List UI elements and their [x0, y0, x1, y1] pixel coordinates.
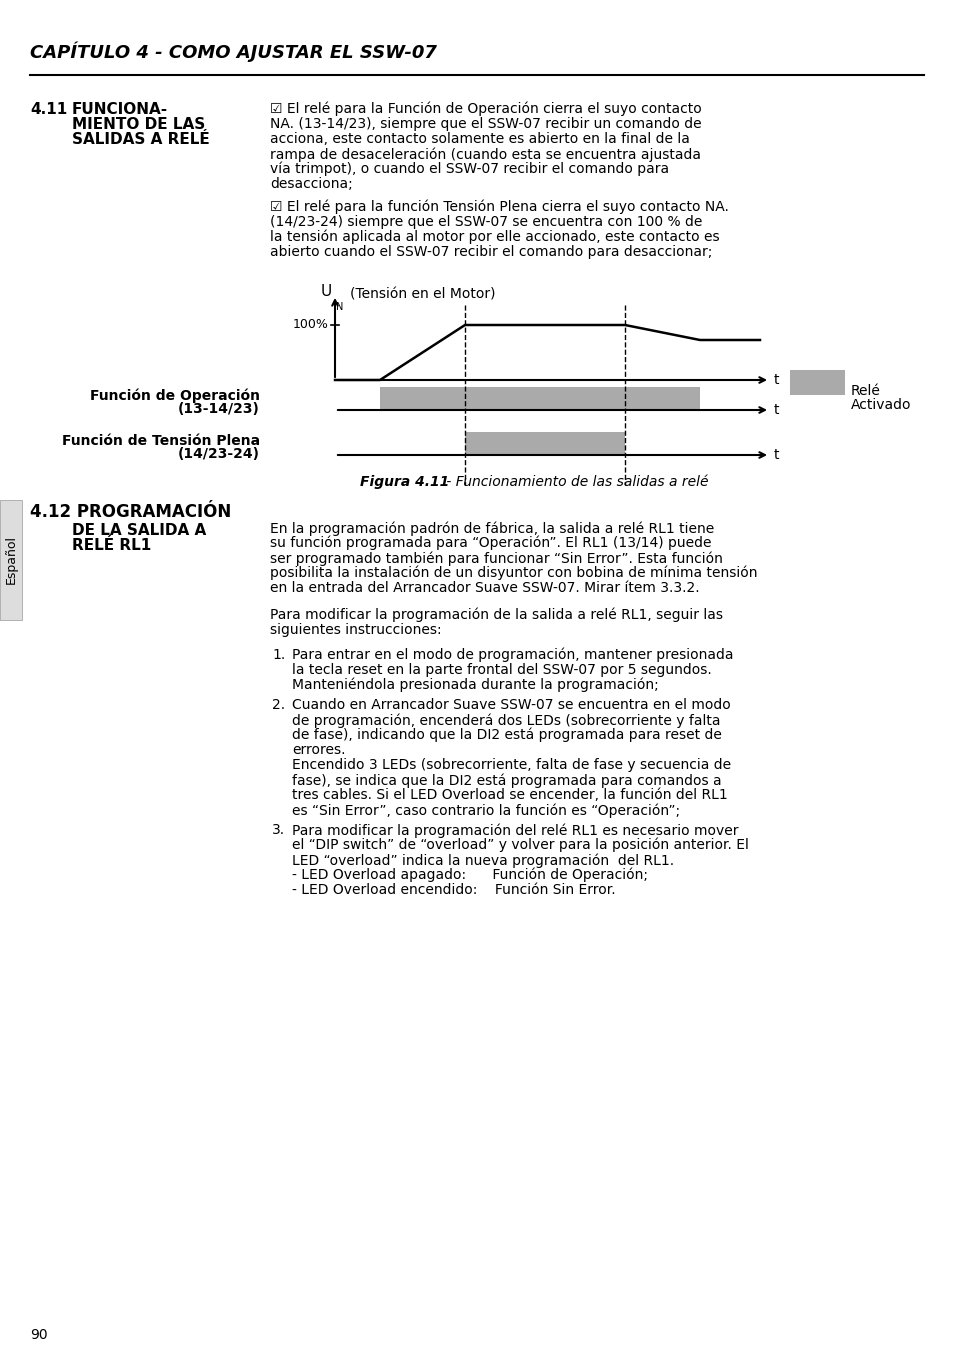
Text: de fase), indicando que la DI2 está programada para reset de: de fase), indicando que la DI2 está prog…: [292, 728, 721, 743]
Bar: [379, 387, 700, 410]
Text: siguientes instrucciones:: siguientes instrucciones:: [270, 622, 441, 637]
Text: 4.12 PROGRAMACIÓN: 4.12 PROGRAMACIÓN: [30, 504, 231, 521]
Text: t: t: [773, 373, 779, 387]
Text: ☑ El relé para la Función de Operación cierra el suyo contacto: ☑ El relé para la Función de Operación c…: [270, 103, 701, 116]
Text: CAPÍTULO 4 - COMO AJUSTAR EL SSW-07: CAPÍTULO 4 - COMO AJUSTAR EL SSW-07: [30, 42, 436, 62]
Text: (13-14/23): (13-14/23): [178, 402, 260, 416]
Text: vía trimpot), o cuando el SSW-07 recibir el comando para: vía trimpot), o cuando el SSW-07 recibir…: [270, 162, 668, 177]
Text: 2.: 2.: [272, 698, 285, 711]
Text: t: t: [773, 448, 779, 462]
Bar: [464, 432, 624, 455]
Text: el “DIP switch” de “overload” y volver para la posición anterior. El: el “DIP switch” de “overload” y volver p…: [292, 838, 748, 852]
Text: ☑ El relé para la función Tensión Plena cierra el suyo contacto NA.: ☑ El relé para la función Tensión Plena …: [270, 200, 728, 215]
Text: 90: 90: [30, 1328, 48, 1342]
Text: rampa de desaceleración (cuando esta se encuentra ajustada: rampa de desaceleración (cuando esta se …: [270, 147, 700, 162]
Text: tres cables. Si el LED Overload se encender, la función del RL1: tres cables. Si el LED Overload se encen…: [292, 788, 727, 802]
Text: U: U: [320, 285, 332, 300]
Text: ser programado también para funcionar “Sin Error”. Esta función: ser programado también para funcionar “S…: [270, 551, 722, 566]
Text: abierto cuando el SSW-07 recibir el comando para desaccionar;: abierto cuando el SSW-07 recibir el coma…: [270, 244, 712, 259]
Text: DE LA SALIDA A: DE LA SALIDA A: [71, 522, 206, 539]
Text: Para modificar la programación de la salida a relé RL1, seguir las: Para modificar la programación de la sal…: [270, 608, 722, 622]
Text: (Tensión en el Motor): (Tensión en el Motor): [350, 288, 495, 302]
Text: Relé: Relé: [850, 383, 880, 398]
Text: 1.: 1.: [272, 648, 285, 662]
Text: Función de Operación: Función de Operación: [90, 389, 260, 404]
Text: N: N: [335, 302, 343, 312]
Text: Figura 4.11: Figura 4.11: [359, 475, 449, 489]
Text: Cuando en Arrancador Suave SSW-07 se encuentra en el modo: Cuando en Arrancador Suave SSW-07 se enc…: [292, 698, 730, 711]
Text: 4.11: 4.11: [30, 103, 67, 117]
Text: 3.: 3.: [272, 824, 285, 837]
Text: Encendido 3 LEDs (sobrecorriente, falta de fase y secuencia de: Encendido 3 LEDs (sobrecorriente, falta …: [292, 757, 730, 772]
Text: en la entrada del Arrancador Suave SSW-07. Mirar ítem 3.3.2.: en la entrada del Arrancador Suave SSW-0…: [270, 580, 699, 595]
Text: NA. (13-14/23), siempre que el SSW-07 recibir un comando de: NA. (13-14/23), siempre que el SSW-07 re…: [270, 117, 700, 131]
Text: - LED Overload apagado:      Función de Operación;: - LED Overload apagado: Función de Opera…: [292, 868, 647, 883]
Text: la tecla reset en la parte frontal del SSW-07 por 5 segundos.: la tecla reset en la parte frontal del S…: [292, 663, 711, 676]
Text: fase), se indica que la DI2 está programada para comandos a: fase), se indica que la DI2 está program…: [292, 774, 720, 787]
Text: es “Sin Error”, caso contrario la función es “Operación”;: es “Sin Error”, caso contrario la funció…: [292, 803, 679, 818]
Text: LED “overload” indica la nueva programación  del RL1.: LED “overload” indica la nueva programac…: [292, 853, 674, 868]
Text: - LED Overload encendido:    Función Sin Error.: - LED Overload encendido: Función Sin Er…: [292, 883, 615, 896]
Text: Para modificar la programación del relé RL1 es necesario mover: Para modificar la programación del relé …: [292, 824, 738, 837]
Text: MIENTO DE LAS: MIENTO DE LAS: [71, 117, 205, 132]
Text: (14/23-24) siempre que el SSW-07 se encuentra con 100 % de: (14/23-24) siempre que el SSW-07 se encu…: [270, 215, 701, 230]
Text: la tensión aplicada al motor por elle accionado, este contacto es: la tensión aplicada al motor por elle ac…: [270, 230, 719, 244]
Text: 100%: 100%: [293, 319, 329, 332]
Text: Activado: Activado: [850, 398, 910, 412]
Text: RELÉ RL1: RELÉ RL1: [71, 539, 152, 553]
Text: - Funcionamiento de las salidas a relé: - Funcionamiento de las salidas a relé: [441, 475, 708, 489]
Bar: [789, 370, 844, 396]
Text: desacciona;: desacciona;: [270, 177, 353, 190]
Text: Español: Español: [5, 536, 17, 585]
Text: Manteniéndola presionada durante la programación;: Manteniéndola presionada durante la prog…: [292, 678, 659, 693]
Text: FUNCIONA-: FUNCIONA-: [71, 103, 168, 117]
Text: su función programada para “Operación”. El RL1 (13/14) puede: su función programada para “Operación”. …: [270, 536, 711, 551]
Text: errores.: errores.: [292, 743, 345, 757]
Text: Función de Tensión Plena: Función de Tensión Plena: [62, 433, 260, 448]
Text: SALIDAS A RELÉ: SALIDAS A RELÉ: [71, 132, 210, 147]
Text: acciona, este contacto solamente es abierto en la final de la: acciona, este contacto solamente es abie…: [270, 132, 689, 146]
Text: posibilita la instalación de un disyuntor con bobina de mínima tensión: posibilita la instalación de un disyunto…: [270, 566, 757, 580]
Text: (14/23-24): (14/23-24): [178, 447, 260, 460]
Bar: [0, 500, 22, 620]
Text: En la programación padrón de fábrica, la salida a relé RL1 tiene: En la programación padrón de fábrica, la…: [270, 521, 714, 536]
Text: Para entrar en el modo de programación, mantener presionada: Para entrar en el modo de programación, …: [292, 648, 733, 663]
Text: t: t: [773, 404, 779, 417]
Text: de programación, encenderá dos LEDs (sobrecorriente y falta: de programación, encenderá dos LEDs (sob…: [292, 713, 720, 728]
